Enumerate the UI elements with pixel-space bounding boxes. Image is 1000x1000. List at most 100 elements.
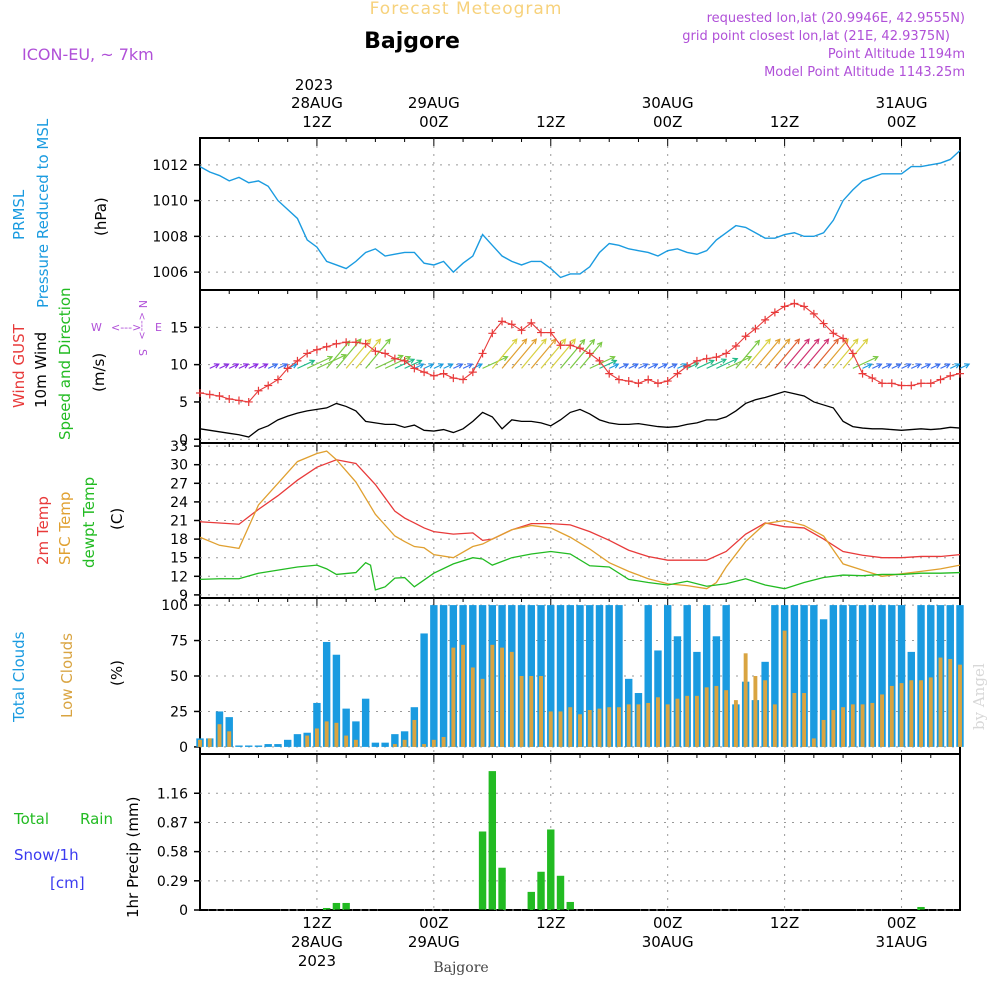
rain-bar bbox=[498, 867, 506, 910]
total-cloud-bar bbox=[702, 605, 711, 747]
wind-arrow-head bbox=[934, 363, 941, 369]
total-cloud-bar bbox=[313, 702, 321, 747]
wind-direction-arrow bbox=[696, 359, 714, 369]
rain-bar bbox=[917, 906, 925, 910]
wind-direction-arrow bbox=[764, 338, 791, 369]
gust-marker bbox=[254, 386, 263, 395]
wind-arrow-head bbox=[642, 363, 649, 369]
wind-direction-arrow bbox=[608, 363, 619, 369]
top-hour-label: 12Z bbox=[770, 113, 799, 131]
wind-direction-arrow bbox=[462, 363, 473, 369]
low-cloud-bar bbox=[938, 657, 943, 747]
wind-arrow-head bbox=[866, 363, 873, 369]
low-cloud-bar bbox=[860, 704, 865, 747]
bottom-hour-label: 00Z bbox=[887, 914, 916, 932]
compass-line-vertical: <---> bbox=[136, 312, 147, 340]
low-cloud-bar bbox=[500, 647, 504, 747]
dewpoint-line bbox=[199, 550, 961, 591]
y-tick-label: 0 bbox=[179, 432, 188, 448]
wind-arrow-head bbox=[340, 353, 348, 360]
gust-marker bbox=[868, 374, 877, 383]
total-cloud-bar bbox=[566, 605, 574, 747]
temp-dew-label: dewpt Temp bbox=[80, 477, 98, 568]
rain-bar bbox=[332, 902, 341, 910]
low-cloud-bar bbox=[909, 680, 914, 747]
gust-marker bbox=[858, 369, 867, 378]
gust-marker bbox=[702, 354, 711, 363]
low-cloud-bar bbox=[763, 680, 768, 747]
wind-arrow-head bbox=[589, 338, 596, 345]
model-altitude: Model Point Altitude 1143.25m bbox=[764, 65, 965, 80]
wind-direction-arrow bbox=[803, 338, 829, 369]
compass-s-label: S bbox=[136, 349, 149, 356]
low-cloud-bar bbox=[509, 651, 514, 747]
temp-2m-label: 2m Temp bbox=[34, 496, 52, 565]
gust-marker bbox=[595, 356, 604, 365]
wind-arrow-head bbox=[243, 363, 250, 369]
wind-unit: (m/s) bbox=[90, 353, 108, 392]
low-cloud-bar bbox=[470, 667, 475, 747]
low-cloud-bar bbox=[646, 702, 651, 747]
gust-marker bbox=[624, 377, 633, 386]
wind-direction-arrow bbox=[716, 358, 738, 369]
gust-marker bbox=[342, 338, 351, 347]
rain-bar bbox=[566, 901, 574, 910]
temp-unit: (C) bbox=[108, 508, 126, 530]
wind-direction-arrow bbox=[219, 363, 229, 369]
low-cloud-bar bbox=[217, 724, 222, 747]
gust-marker bbox=[780, 302, 789, 311]
wind-series bbox=[196, 299, 971, 438]
low-cloud-bar bbox=[412, 719, 417, 747]
gust-marker bbox=[390, 354, 399, 363]
bottom-day-label: 31AUG bbox=[876, 933, 928, 951]
wind-direction-arrow bbox=[258, 363, 268, 369]
low-cloud-bar bbox=[948, 658, 953, 747]
wind-10m-line bbox=[199, 390, 961, 438]
low-cloud-bar bbox=[880, 694, 884, 747]
total-cloud-bar bbox=[878, 605, 886, 747]
gust-marker bbox=[400, 356, 409, 365]
low-cloud-bar bbox=[344, 735, 349, 747]
compass-e-label: E bbox=[155, 321, 162, 334]
y-tick-label: 0 bbox=[179, 740, 188, 756]
total-cloud-bar bbox=[868, 605, 877, 747]
low-cloud-bar bbox=[694, 695, 699, 747]
model-label: ICON-EU, ~ 7km bbox=[22, 45, 154, 64]
rain-bar bbox=[322, 907, 331, 910]
wind-arrow-head bbox=[281, 363, 289, 369]
gust-marker bbox=[692, 356, 701, 365]
wind-arrow-head bbox=[732, 357, 739, 364]
y-tick-label: 33 bbox=[170, 439, 188, 455]
wind-arrow-head bbox=[905, 363, 912, 369]
total-cloud-bar bbox=[274, 744, 282, 747]
total-cloud-bar bbox=[790, 605, 799, 747]
y-tick-label: 1008 bbox=[152, 229, 188, 245]
total-cloud-bar bbox=[800, 605, 808, 747]
pressure-line bbox=[199, 150, 961, 279]
low-cloud-bar bbox=[441, 736, 446, 747]
low-cloud-bar bbox=[782, 630, 787, 747]
wind-panel-frame bbox=[199, 289, 961, 444]
low-cloud-bar bbox=[743, 653, 748, 747]
y-tick-label: 0.29 bbox=[157, 874, 188, 890]
wind-arrow-head bbox=[385, 338, 391, 345]
total-cloud-bar bbox=[322, 641, 331, 747]
low-cloud-bar bbox=[353, 739, 358, 747]
wind-arrow-head bbox=[609, 355, 616, 362]
wind-direction-arrow bbox=[501, 338, 527, 369]
y-tick-label: 10 bbox=[170, 358, 188, 374]
wind-arrow-head bbox=[623, 363, 630, 369]
wind-arrow-head bbox=[375, 338, 382, 345]
low-cloud-bar bbox=[324, 721, 329, 747]
wind-arrow-head bbox=[447, 363, 454, 369]
wind-arrow-head bbox=[774, 338, 781, 345]
wind-arrow-head bbox=[944, 363, 951, 369]
wind-arrow-head bbox=[262, 363, 269, 369]
wind-arrow-head bbox=[457, 363, 464, 369]
wind-direction-arrow bbox=[891, 363, 902, 369]
gust-marker bbox=[429, 371, 438, 380]
bottom-hour-label: 12Z bbox=[302, 914, 331, 932]
low-cloud-bar bbox=[422, 744, 427, 747]
gust-marker bbox=[819, 319, 828, 328]
